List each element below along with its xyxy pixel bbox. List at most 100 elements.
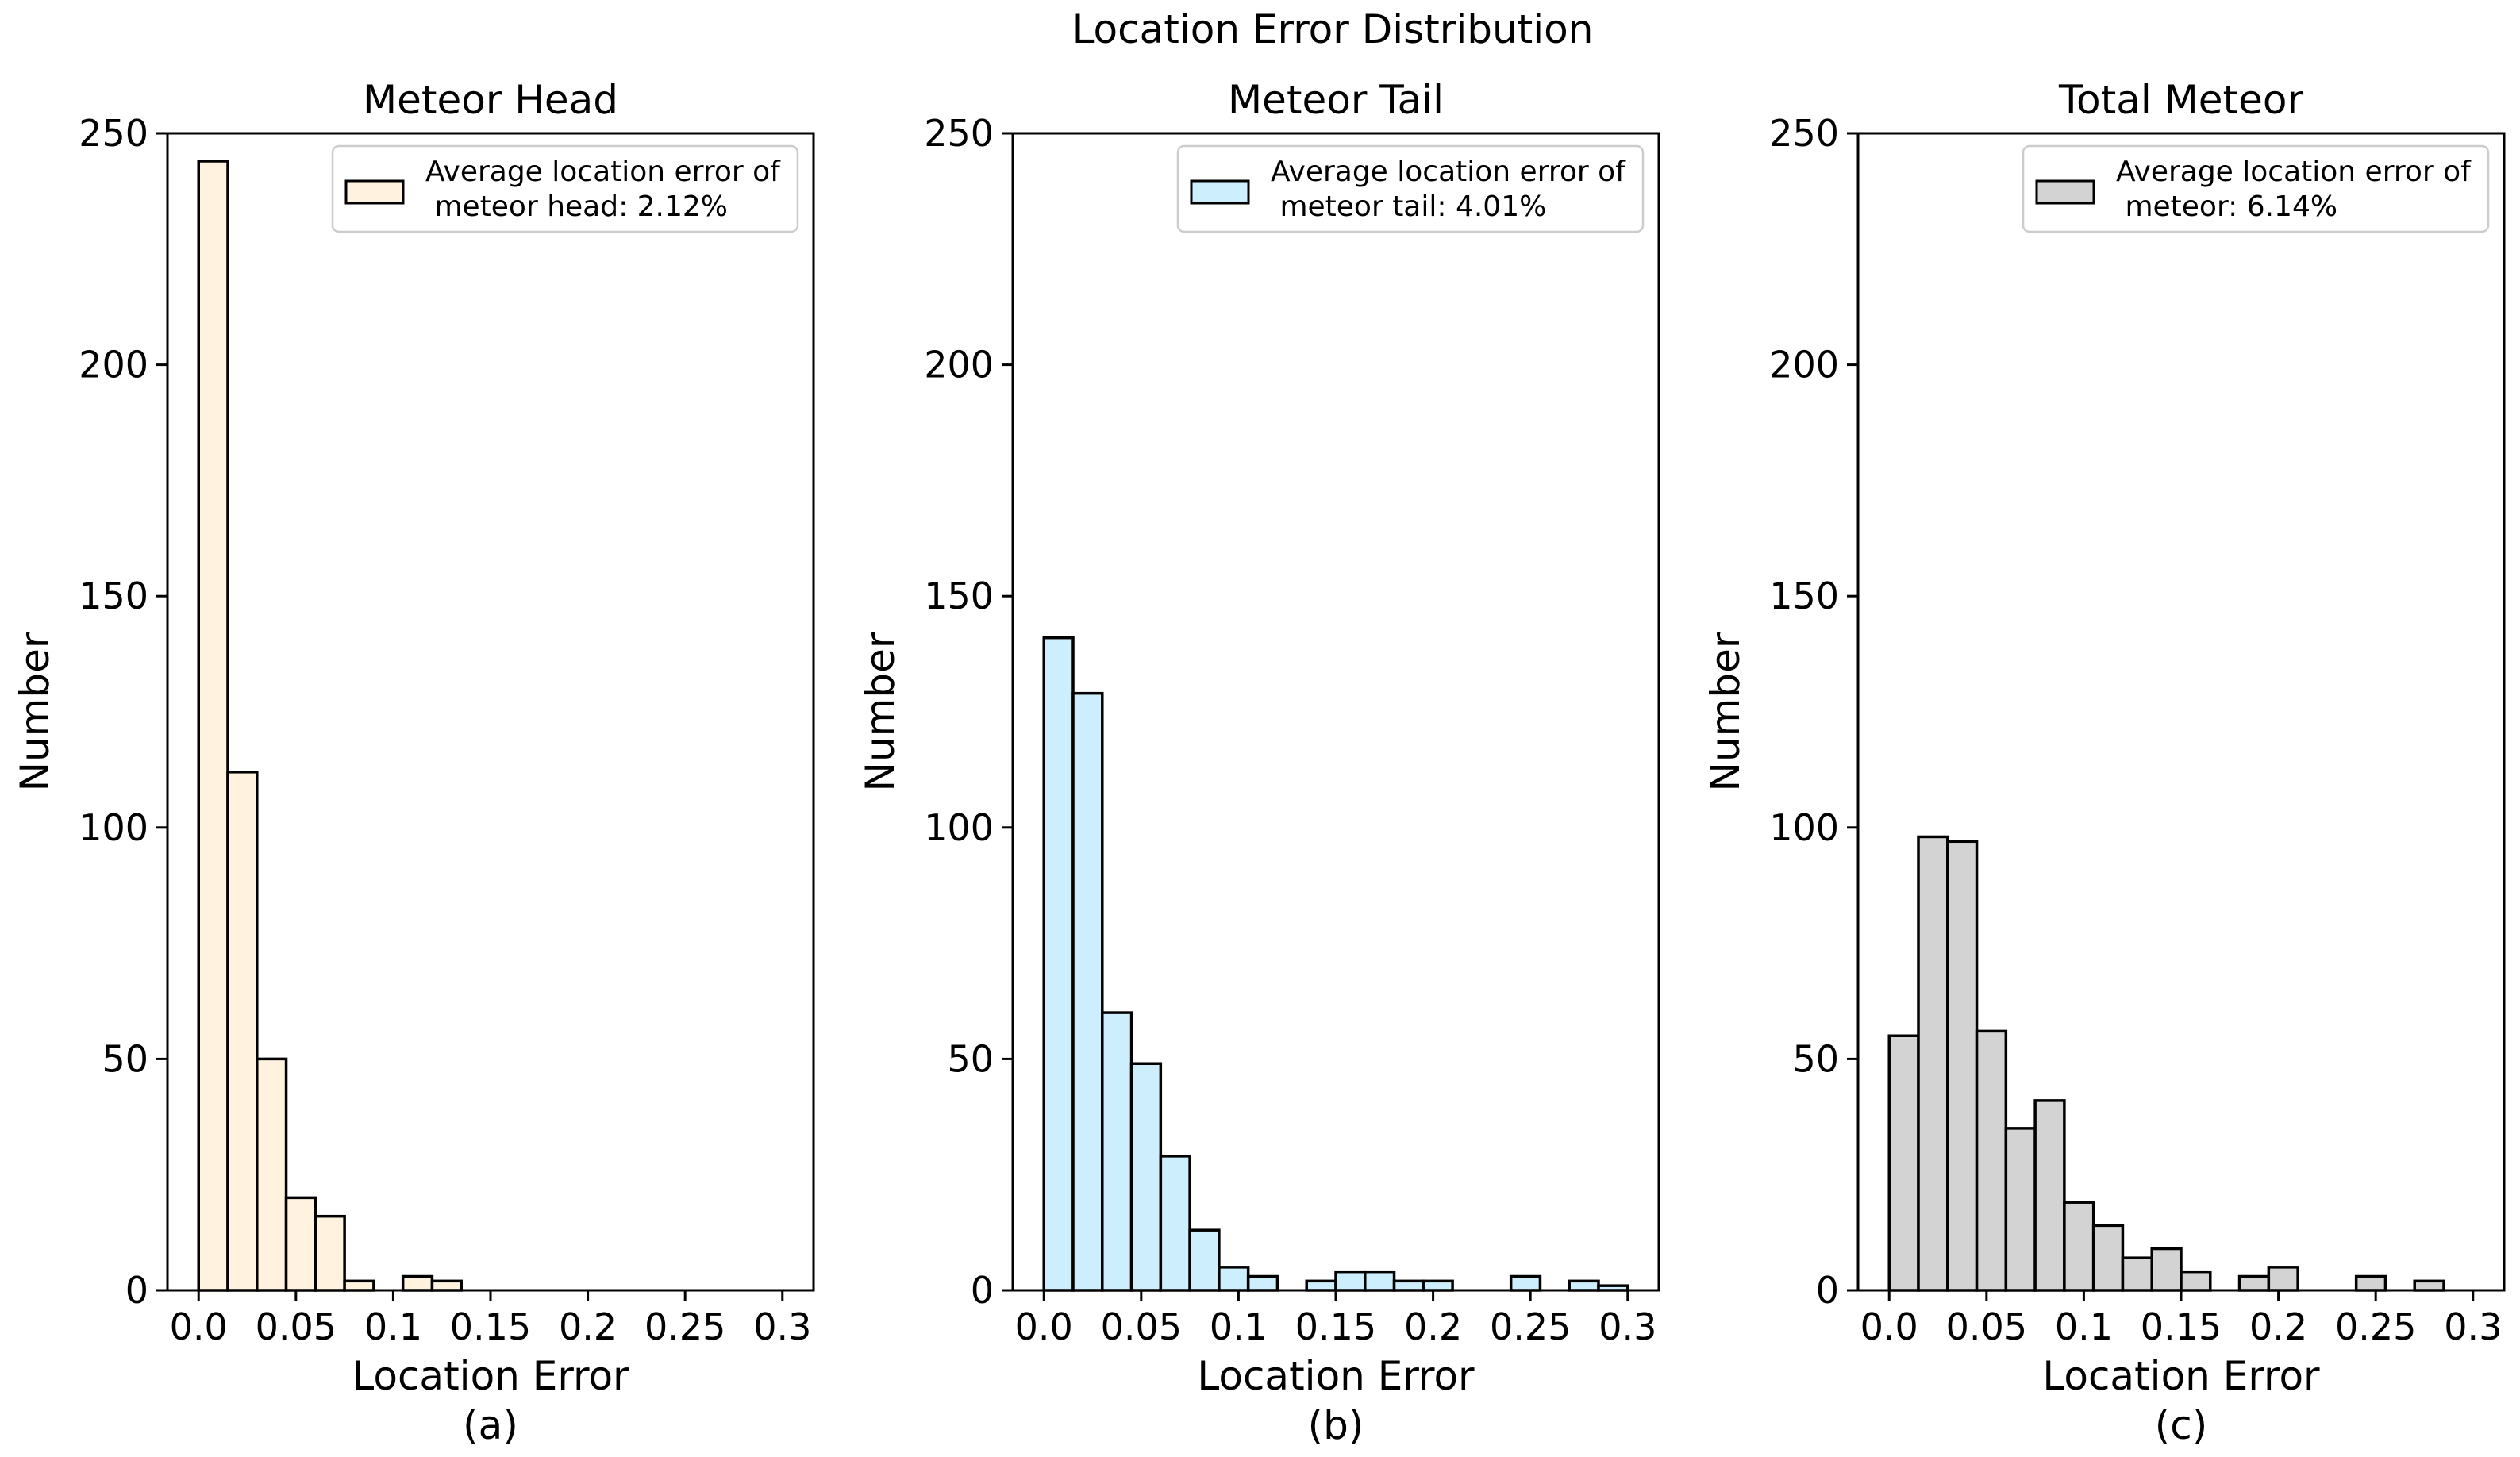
legend-swatch [344,179,405,205]
x-axis-label: Location Error [1197,1353,1475,1399]
y-tick-label: 200 [924,344,994,386]
y-tick-label: 0 [971,1269,994,1312]
y-tick-label: 50 [1792,1037,1839,1080]
histogram-bar [1946,840,1979,1292]
histogram-bar [2033,1099,2066,1292]
subplot-3: 0 50 100 150 200 250 0.0 0.05 0.1 0.15 0.2 0.25 0.3 T… [1702,77,2506,1448]
y-tick-label: 50 [947,1037,994,1080]
histogram-bar [1042,636,1075,1292]
y-tick-label: 150 [924,575,994,617]
legend-swatch [1190,179,1250,205]
x-tick-label: 0.05 [256,1305,337,1348]
subplot-1: 0 50 100 150 200 250 0.0 0.05 0.1 0.15 0.2 0.25 0.3 M… [12,77,815,1448]
histogram-bar [1218,1266,1250,1292]
histogram-bar [226,771,259,1292]
histogram-bar [197,160,229,1292]
legend: Average location error of meteor head: 2… [331,144,799,233]
x-tick-label: 0.1 [364,1305,422,1348]
legend-text: meteor head: 2.12% [425,190,728,223]
x-tick-label: 0.1 [2055,1305,2113,1348]
histogram-bar [2354,1274,2387,1292]
y-tick-label: 250 [79,112,148,155]
x-tick-label: 0.15 [450,1305,531,1348]
subplot-title: Meteor Tail [1228,77,1444,123]
histogram-bar [430,1279,463,1292]
y-tick-label: 50 [102,1037,148,1080]
x-tick-label: 0.05 [1101,1305,1182,1348]
x-tick-label: 0.15 [2141,1305,2222,1348]
y-tick-label: 150 [1769,575,1839,617]
histogram-bar [284,1196,317,1292]
legend: Average location error of meteor tail: 4… [1176,144,1645,233]
y-tick-label: 250 [924,112,994,155]
y-tick-label: 100 [924,806,994,849]
histogram-bar [1246,1274,1279,1292]
histogram-bar [1887,1034,1920,1292]
histogram-bar [314,1214,346,1292]
histogram-bar [1188,1228,1221,1292]
histogram-bar [2413,1279,2445,1292]
x-tick-label: 0.15 [1295,1305,1376,1348]
x-tick-label: 0.2 [1404,1305,1462,1348]
histogram-bar [1509,1274,1542,1292]
histogram-bar [401,1274,434,1292]
x-tick-label: 0.0 [1015,1305,1073,1348]
legend-text: Average location error of [2116,156,2472,188]
histogram-bar [1975,1029,2008,1292]
y-axis-label: Number [857,632,903,791]
subplot-title: Meteor Head [363,77,618,123]
x-tick-label: 0.3 [2444,1305,2502,1348]
histogram-bar [1129,1062,1163,1292]
histogram-bar [1917,835,1949,1292]
x-tick-label: 0.25 [1490,1305,1571,1348]
histogram-bar [1071,691,1104,1292]
y-tick-label: 200 [79,344,148,386]
x-tick-label: 0.2 [559,1305,617,1348]
histogram-bar [1392,1279,1425,1292]
histogram-bar [1422,1279,1454,1292]
legend: Average location error of meteor: 6.14% [2022,144,2490,233]
y-tick-label: 0 [1816,1269,1839,1312]
histogram-bar [1334,1270,1367,1292]
x-tick-label: 0.3 [1599,1305,1656,1348]
subplot-2: 0 50 100 150 200 250 0.0 0.05 0.1 0.15 0.2 0.25 0.3 M… [857,77,1660,1448]
histogram-bar [2004,1127,2037,1292]
legend-box [331,144,799,233]
subplot-label: (c) [2155,1402,2208,1448]
y-tick-label: 100 [79,806,148,849]
histogram-bar [2063,1201,2095,1292]
legend-text: meteor tail: 4.01% [1271,190,1546,223]
x-tick-label: 0.2 [2249,1305,2307,1348]
histogram-bar [1568,1279,1600,1292]
legend-box [2022,144,2490,233]
histogram-bar [1364,1270,1396,1292]
x-axis-label: Location Error [352,1353,629,1399]
subplot-label: (b) [1308,1402,1364,1448]
y-axis-label: Number [1702,632,1749,791]
x-tick-label: 0.25 [644,1305,725,1348]
histogram-bar [1305,1279,1337,1292]
legend-swatch [2035,179,2095,205]
x-tick-label: 0.3 [753,1305,811,1348]
histogram-bar [2150,1247,2183,1292]
x-tick-label: 0.1 [1210,1305,1268,1348]
subplot-title: Total Meteor [2058,77,2304,123]
legend-box [1176,144,1645,233]
legend-text: Average location error of [1271,156,1626,188]
y-tick-label: 0 [125,1269,148,1312]
histogram-bar [2237,1274,2271,1292]
legend-text: Average location error of [425,156,781,188]
y-tick-label: 250 [1769,112,1839,155]
y-tick-label: 100 [1769,806,1839,849]
x-tick-label: 0.0 [170,1305,228,1348]
histogram-bar [2267,1266,2299,1292]
x-tick-label: 0.25 [2335,1305,2416,1348]
x-tick-label: 0.05 [1946,1305,2027,1348]
subplot-label: (a) [463,1402,518,1448]
y-axis-label: Number [12,632,58,791]
x-tick-label: 0.0 [1860,1305,1918,1348]
legend-text: meteor: 6.14% [2116,190,2337,223]
y-tick-label: 150 [79,575,148,617]
histogram-bar [343,1279,375,1292]
